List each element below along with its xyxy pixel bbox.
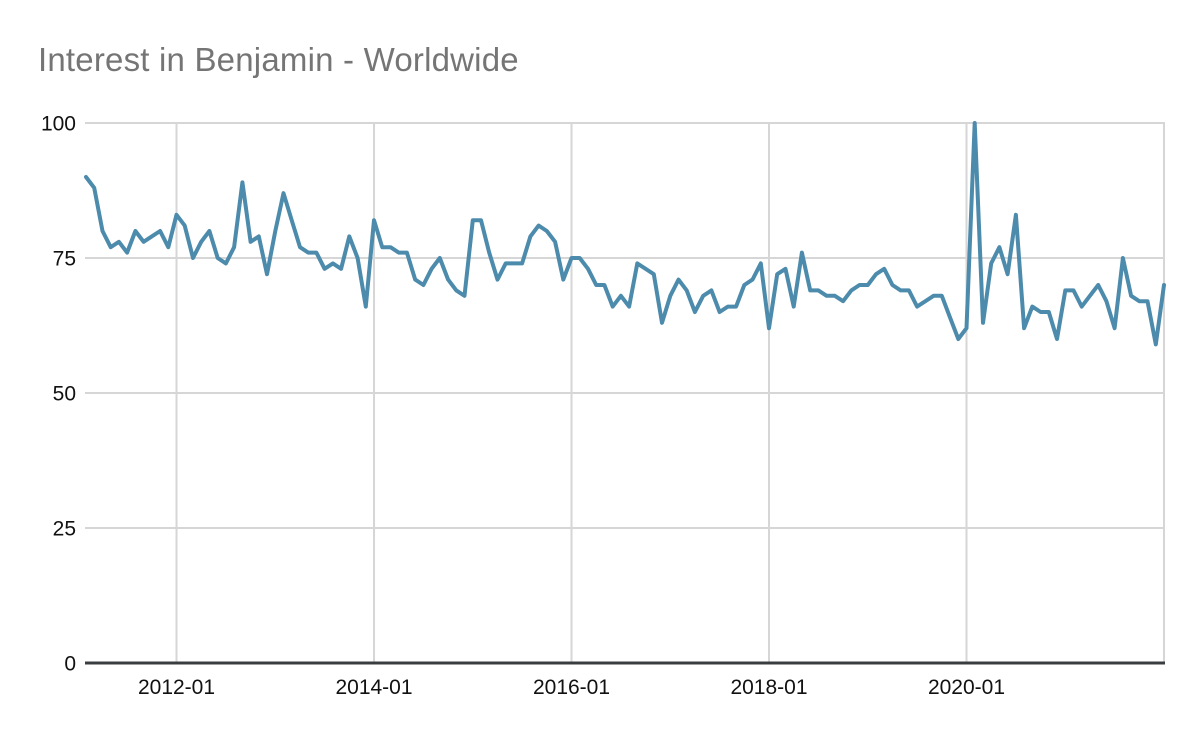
y-axis-label: 75 <box>53 248 76 271</box>
x-axis-label: 2018-01 <box>730 676 807 699</box>
x-axis-label: 2020-01 <box>928 676 1005 699</box>
trend-line <box>84 121 1166 347</box>
y-axis-label: 100 <box>41 113 76 136</box>
horizontal-gridlines <box>85 122 1165 529</box>
vertical-gridlines <box>175 123 1165 663</box>
x-axis-label: 2012-01 <box>138 676 215 699</box>
x-axis-label: 2016-01 <box>533 676 610 699</box>
y-axis-label: 0 <box>64 653 76 676</box>
y-axis-label: 25 <box>53 518 76 541</box>
x-axis-labels: 2012-01 2014-01 2016-01 2018-01 2020-01 <box>138 676 1005 699</box>
y-axis-label: 50 <box>53 383 76 406</box>
chart-title: Interest in Benjamin - Worldwide <box>38 41 519 78</box>
x-axis-label: 2014-01 <box>335 676 412 699</box>
y-axis-labels: 0 25 50 75 100 <box>41 113 76 676</box>
